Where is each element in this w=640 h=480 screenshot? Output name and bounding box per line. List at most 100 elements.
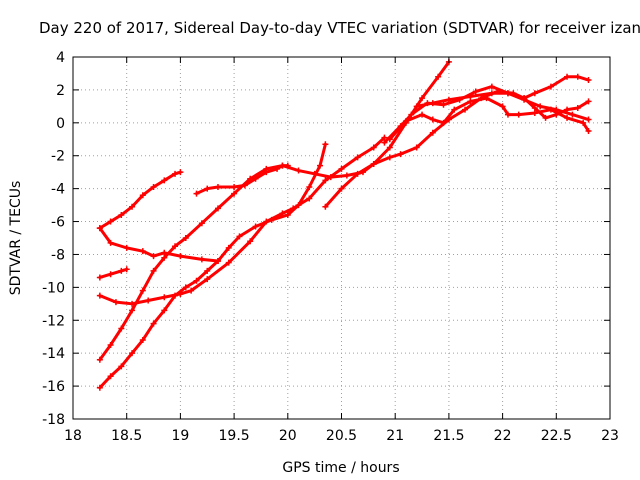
data-point (193, 277, 200, 284)
data-point (343, 172, 350, 179)
x-tick-label: 22 (494, 428, 512, 444)
data-point (531, 109, 538, 116)
data-point (488, 83, 495, 90)
series-satellite-track-6 (96, 141, 329, 391)
series-satellite-track-1 (96, 169, 184, 232)
y-tick-label: 4 (56, 50, 65, 66)
data-point (107, 239, 114, 246)
series-line (98, 142, 327, 390)
data-point (542, 114, 549, 121)
grid (73, 57, 610, 419)
data-point (322, 177, 329, 184)
data-point (150, 183, 157, 190)
data-point (96, 356, 103, 363)
data-point (295, 167, 302, 174)
data-point (107, 341, 114, 348)
data-point (284, 162, 291, 169)
data-point (521, 96, 528, 103)
data-point (247, 238, 254, 245)
data-point (451, 106, 458, 113)
data-point (177, 253, 184, 260)
data-point (413, 144, 420, 151)
x-tick-label: 19 (171, 428, 189, 444)
y-tick-label: -10 (42, 280, 65, 296)
y-tick-label: -2 (51, 149, 65, 165)
x-tick-label: 19.5 (219, 428, 250, 444)
data-point (569, 111, 576, 118)
data-point (370, 144, 377, 151)
data-point (413, 103, 420, 110)
series-line (388, 96, 591, 141)
data-point (129, 203, 136, 210)
series-satellite-track-3 (96, 266, 130, 281)
data-point (123, 244, 130, 251)
data-point (161, 177, 168, 184)
data-point (204, 185, 211, 192)
data-point (564, 114, 571, 121)
data-point (408, 111, 415, 118)
data-point (96, 274, 103, 281)
data-point (118, 267, 125, 274)
data-point (440, 101, 447, 108)
tick-layer: 18 18.5 19 19.5 20 20.5 21 21.5 22 22.5 23-18-16-1… (42, 50, 619, 444)
series-satellite-track-4 (96, 134, 388, 307)
data-point (118, 325, 125, 332)
data-point (462, 106, 469, 113)
data-point (429, 129, 436, 136)
data-point (504, 111, 511, 118)
data-point (295, 202, 302, 209)
data-point (129, 350, 136, 357)
data-point (139, 337, 146, 344)
y-tick-label: -8 (51, 247, 65, 263)
data-point (322, 141, 329, 148)
data-point (112, 299, 119, 306)
data-point (419, 111, 426, 118)
data-point (182, 235, 189, 241)
data-point (397, 151, 404, 158)
data-point (172, 292, 179, 299)
data-point (574, 73, 581, 80)
data-point (338, 185, 345, 192)
data-point (515, 111, 522, 118)
data-point (123, 266, 130, 273)
data-point (150, 320, 157, 327)
data-point (429, 116, 436, 123)
data-point (107, 373, 114, 380)
y-tick-label: -6 (51, 215, 65, 231)
data-point (198, 256, 205, 263)
data-point (553, 106, 560, 113)
data-point (263, 169, 270, 176)
data-point (338, 165, 345, 172)
data-point (274, 165, 281, 172)
data-point (236, 233, 243, 240)
data-point (231, 183, 238, 190)
data-point (214, 205, 221, 212)
data-point (585, 128, 592, 135)
y-tick-label: -16 (42, 379, 65, 395)
data-point (547, 83, 554, 90)
data-point (129, 307, 136, 314)
series-line (98, 170, 182, 230)
y-axis-label: SDTVAR / TECUs (8, 181, 24, 296)
x-tick-label: 20.5 (326, 428, 357, 444)
data-point (354, 154, 361, 161)
data-point (204, 276, 211, 283)
data-point (139, 192, 146, 199)
data-point (161, 307, 168, 314)
data-point (177, 169, 184, 176)
data-point (537, 103, 544, 110)
data-point (225, 259, 232, 266)
data-point (150, 267, 157, 274)
data-point (172, 170, 179, 177)
series-line (98, 267, 129, 279)
data-point (483, 95, 490, 102)
y-tick-label: 0 (56, 116, 65, 132)
data-point (150, 253, 157, 260)
data-point (435, 73, 442, 80)
y-tick-label: -14 (42, 346, 65, 362)
data-point (354, 170, 361, 177)
x-tick-label: 18.5 (111, 428, 142, 444)
data-point (370, 160, 377, 167)
data-point (172, 243, 179, 250)
data-point (386, 136, 393, 143)
